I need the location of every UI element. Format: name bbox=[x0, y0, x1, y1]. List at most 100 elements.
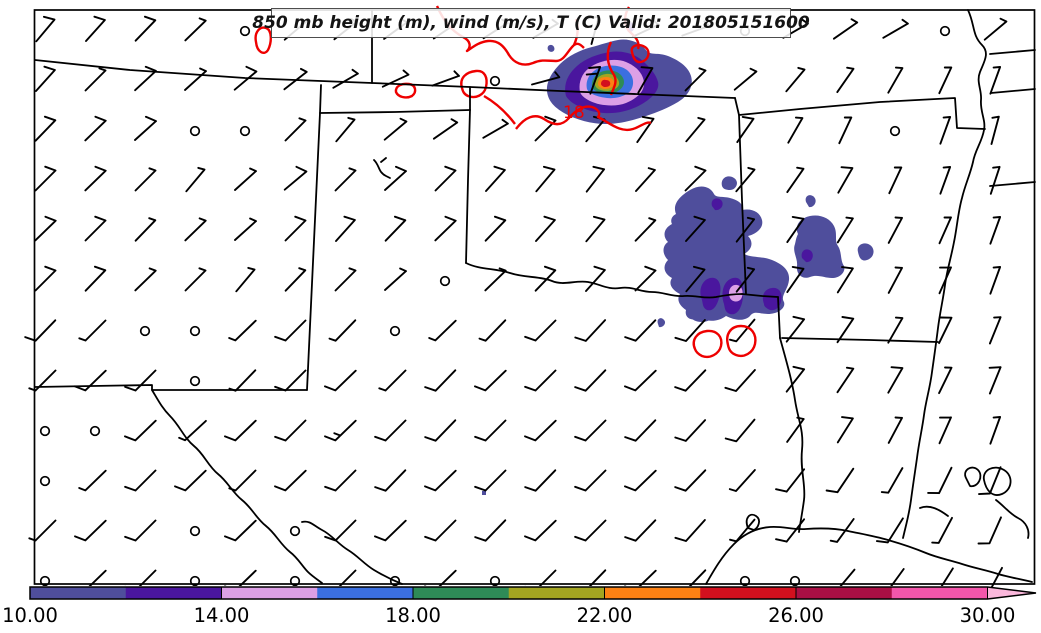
temperature-contour-18c bbox=[394, 82, 417, 99]
wind-barb bbox=[328, 319, 357, 342]
wind-barb bbox=[324, 419, 357, 442]
wind-barb bbox=[635, 167, 656, 192]
wind-barb bbox=[524, 319, 557, 342]
colorbar-tick-label: 14.00 bbox=[194, 604, 250, 627]
state-border bbox=[741, 293, 779, 298]
calm-wind-circle bbox=[739, 575, 751, 587]
wind-barb bbox=[478, 319, 507, 342]
calm-wind-circle bbox=[139, 325, 151, 337]
wind-barb bbox=[674, 369, 707, 392]
wind-barb bbox=[34, 265, 57, 292]
wind-barb bbox=[887, 316, 904, 344]
wind-barb bbox=[624, 319, 657, 342]
state-border bbox=[734, 97, 747, 295]
wind-barb bbox=[836, 266, 854, 294]
wind-barb bbox=[334, 267, 357, 292]
wind-barb bbox=[825, 467, 855, 494]
wind-barb bbox=[324, 519, 357, 542]
wind-barb bbox=[524, 369, 557, 392]
wind-barb bbox=[324, 369, 357, 392]
wind-barb bbox=[84, 67, 107, 92]
wind-barb bbox=[284, 267, 307, 292]
wind-barb bbox=[786, 265, 805, 294]
wind-barb bbox=[837, 166, 854, 194]
wind-barb bbox=[124, 369, 157, 392]
wind-barb bbox=[989, 266, 1002, 295]
state-border bbox=[738, 97, 986, 130]
wind-barb bbox=[35, 15, 56, 43]
wind-barb bbox=[374, 519, 407, 542]
state-border bbox=[34, 384, 308, 391]
precip-region-level-10 bbox=[721, 176, 737, 190]
wind-barb bbox=[988, 366, 1002, 395]
wind-barb bbox=[34, 115, 57, 142]
wind-barb bbox=[988, 316, 1002, 345]
wind-barb bbox=[274, 469, 307, 492]
wind-barb bbox=[838, 116, 853, 145]
wind-barb bbox=[184, 17, 207, 42]
wind-barb bbox=[124, 419, 157, 442]
wind-barb bbox=[634, 265, 657, 292]
wind-barb bbox=[624, 469, 657, 492]
wind-barb bbox=[939, 166, 952, 195]
wind-barb bbox=[637, 66, 654, 94]
colorbar: 10.00 14.00 18.00 22.00 26.00 30.00 bbox=[2, 586, 1037, 627]
state-border bbox=[990, 88, 1036, 94]
wind-barb bbox=[384, 267, 407, 291]
state-border bbox=[319, 109, 471, 114]
calm-wind-circle bbox=[39, 475, 51, 487]
contour-label: 18 bbox=[563, 103, 585, 123]
wind-barb bbox=[836, 66, 855, 94]
wind-barb bbox=[35, 65, 56, 92]
wind-barb bbox=[535, 165, 556, 193]
wind-barb bbox=[428, 319, 457, 342]
wind-barb bbox=[274, 369, 307, 392]
wind-barb bbox=[335, 215, 356, 242]
state-border bbox=[373, 157, 391, 179]
wind-barb bbox=[938, 216, 952, 245]
wind-barb bbox=[274, 319, 307, 342]
calm-wind-circle bbox=[289, 525, 301, 537]
wind-barb bbox=[335, 116, 356, 143]
wind-barb bbox=[684, 67, 707, 92]
wind-barb bbox=[989, 165, 1001, 195]
wind-barb bbox=[585, 165, 606, 193]
temperature-contour-18c bbox=[515, 105, 652, 132]
wind-barb bbox=[174, 469, 207, 492]
wind-barb bbox=[875, 517, 904, 544]
wind-barb bbox=[74, 369, 107, 392]
precip-region-level-10 bbox=[857, 243, 874, 261]
wind-barb bbox=[729, 518, 756, 543]
precip-region-level-12 bbox=[711, 198, 723, 211]
wind-barb bbox=[939, 116, 952, 145]
wind-barb bbox=[624, 419, 657, 442]
wind-barb bbox=[484, 267, 507, 292]
wind-barb bbox=[735, 216, 756, 243]
wind-barb bbox=[990, 115, 1000, 145]
calm-wind-circle bbox=[489, 75, 501, 87]
state-border bbox=[995, 499, 1030, 539]
wind-barb bbox=[233, 65, 258, 91]
wind-barb bbox=[887, 366, 904, 394]
precip-region-level-24 bbox=[601, 79, 611, 87]
wind-barb bbox=[574, 319, 607, 342]
wind-barb bbox=[674, 419, 707, 442]
calm-wind-circle bbox=[189, 325, 201, 337]
wind-barb bbox=[474, 369, 507, 392]
calm-wind-circle bbox=[789, 575, 801, 587]
wind-barb bbox=[224, 419, 257, 442]
precip-region-level-10 bbox=[794, 215, 845, 278]
calm-wind-circle bbox=[889, 125, 901, 137]
state-border-layer bbox=[34, 9, 1036, 585]
wind-barb bbox=[84, 165, 107, 192]
wind-barb bbox=[28, 519, 57, 542]
calm-wind-circle bbox=[189, 525, 201, 537]
colorbar-segment bbox=[700, 587, 797, 599]
wind-barb bbox=[585, 215, 606, 243]
wind-barb bbox=[474, 419, 507, 442]
wind-barb bbox=[424, 369, 457, 392]
wind-barb bbox=[674, 469, 707, 492]
wind-barb bbox=[24, 319, 57, 342]
wind-barb bbox=[274, 419, 307, 442]
calm-wind-circle bbox=[389, 325, 401, 337]
